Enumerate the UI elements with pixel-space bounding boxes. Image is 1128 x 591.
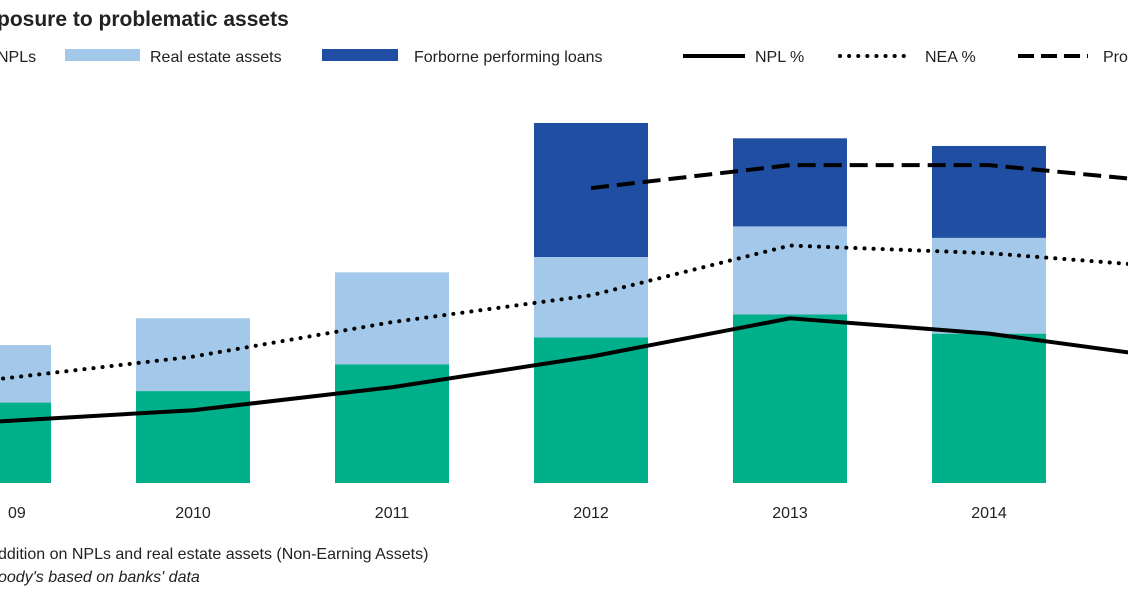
legend-label-forborne: Forborne performing loans (414, 49, 603, 66)
bar-npls-2012 (534, 337, 648, 483)
legend-swatch-real-estate (65, 49, 140, 61)
legend-label-npl-pct: NPL % (755, 49, 804, 66)
x-tick-label: 2012 (573, 505, 609, 522)
bar-real-estate-assets-09 (0, 345, 51, 403)
bar-npls-2011 (335, 364, 449, 483)
chart-title: posure to problematic assets (0, 8, 289, 31)
bar-forborne-performing-loans-2014 (932, 145, 1046, 238)
legend-label-pro: Pro (1103, 49, 1128, 66)
bar-real-estate-assets-2011 (335, 272, 449, 365)
line-npl- (0, 316, 1128, 424)
legend-swatch-forborne (322, 49, 398, 61)
footnote-source: oody's based on banks' data (0, 569, 200, 586)
bars (0, 122, 1046, 483)
legend-label-nea-pct: NEA % (925, 49, 976, 66)
bar-npls-2013 (733, 314, 847, 483)
x-tick-label: 2010 (175, 505, 211, 522)
x-tick-label: 2011 (375, 505, 410, 522)
x-tick-labels: 09 2010 2011 2012 2013 2014 (8, 505, 1007, 522)
legend-label-real-estate: Real estate assets (150, 49, 282, 66)
bar-real-estate-assets-2012 (534, 257, 648, 338)
legend: NPLs Real estate assets Forborne perform… (0, 49, 1128, 66)
bar-real-estate-assets-2013 (733, 226, 847, 315)
lines (0, 163, 1128, 424)
line-nea- (0, 243, 1128, 381)
legend-label-npls: NPLs (0, 49, 36, 66)
bar-npls-2014 (932, 333, 1046, 483)
bar-npls-09 (0, 402, 51, 483)
footnote-definition: ddition on NPLs and real estate assets (… (0, 546, 428, 563)
x-tick-label: 2014 (971, 505, 1007, 522)
x-tick-label: 09 (8, 505, 26, 522)
bar-forborne-performing-loans-2012 (534, 122, 648, 258)
bar-real-estate-assets-2014 (932, 237, 1046, 334)
bar-forborne-performing-loans-2013 (733, 138, 847, 227)
line-pro (590, 163, 1128, 191)
x-tick-label: 2013 (772, 505, 808, 522)
